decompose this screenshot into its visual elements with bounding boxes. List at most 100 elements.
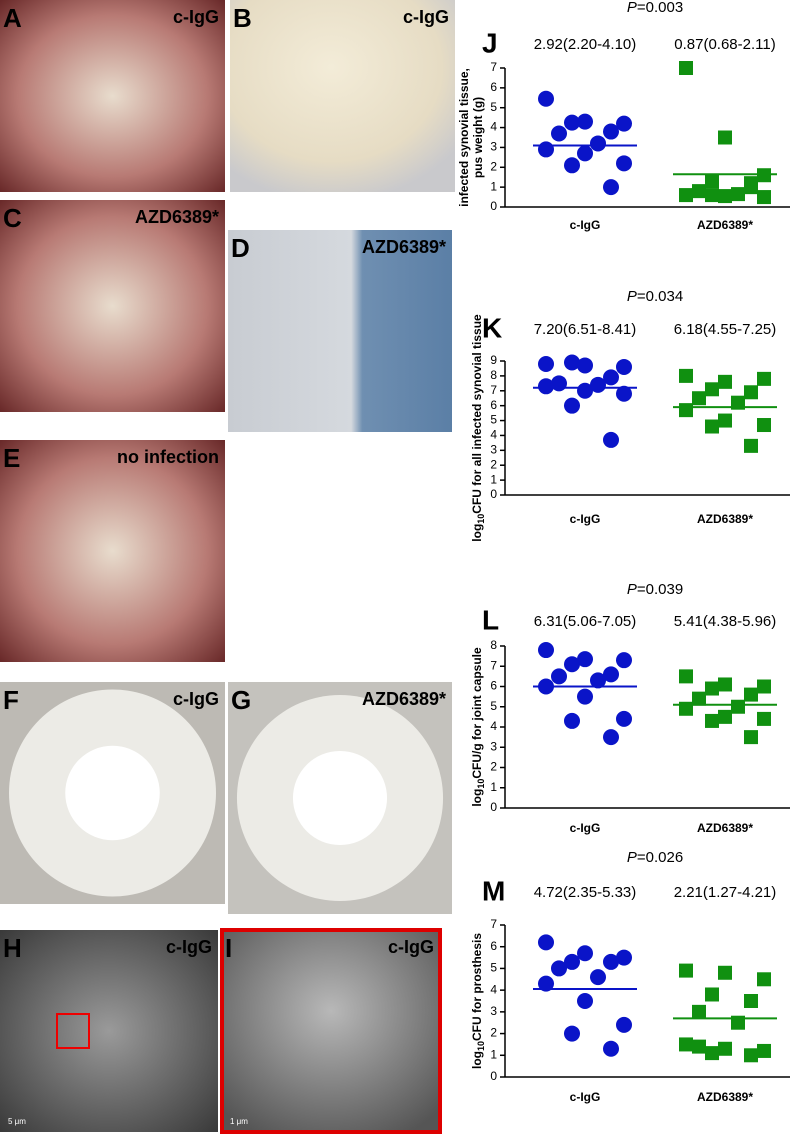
median-label: 0.87(0.68-2.11) — [674, 36, 775, 53]
point — [577, 688, 593, 705]
x-tick-label: c-IgG — [570, 218, 601, 232]
median-label: 2.21(1.27-4.21) — [674, 884, 777, 901]
y-tick-label: 1 — [490, 179, 497, 193]
y-tick-label: 4 — [490, 428, 497, 442]
panel-letter: B — [233, 3, 252, 33]
point — [705, 419, 719, 434]
y-label: log10CFU for prosthesis — [470, 933, 486, 1069]
y-tick-label: 3 — [490, 739, 497, 753]
median-label: 5.41(4.38-5.96) — [674, 613, 777, 630]
panel-caption: AZD6389* — [362, 689, 446, 709]
photo — [0, 440, 225, 662]
point — [564, 712, 580, 729]
p-italic: P — [627, 849, 637, 866]
y-tick-label: 4 — [490, 982, 497, 996]
panel-letter: A — [3, 3, 22, 33]
panel-letter: J — [482, 27, 498, 58]
p-italic: P — [627, 581, 637, 598]
point — [603, 369, 619, 386]
point — [616, 1016, 632, 1033]
median-label: 4.72(2.35-5.33) — [534, 884, 637, 901]
point — [757, 1043, 771, 1058]
point — [538, 934, 554, 951]
y-tick-label: 0 — [490, 1069, 497, 1083]
point — [731, 187, 745, 202]
point — [616, 652, 632, 669]
point — [603, 729, 619, 746]
point — [616, 949, 632, 966]
point — [757, 371, 771, 386]
point — [718, 374, 732, 389]
point — [551, 668, 567, 685]
point — [564, 397, 580, 414]
point — [718, 189, 732, 204]
point — [564, 953, 580, 970]
point — [718, 709, 732, 724]
y-label-pre: log — [470, 789, 484, 807]
y-tick-label: 7 — [490, 658, 497, 672]
panel-letter: G — [231, 685, 251, 715]
y-tick-label: 3 — [490, 443, 497, 457]
panel-letter: E — [3, 443, 20, 473]
point — [718, 130, 732, 145]
y-axis-label: log10CFU for all infected synovial tissu… — [470, 314, 486, 542]
y-tick-label: 6 — [490, 398, 497, 412]
point — [564, 1025, 580, 1042]
panel-letter: L — [482, 604, 499, 635]
point — [757, 972, 771, 987]
photo — [0, 200, 225, 412]
scale-bar-label: 1 μm — [230, 1117, 248, 1126]
point — [705, 713, 719, 728]
y-label-sub: 10 — [476, 514, 486, 524]
point — [616, 710, 632, 727]
p-rest: =0.026 — [637, 849, 683, 866]
p-value: P=0.026 — [627, 849, 683, 866]
panel-caption: c-IgG — [403, 7, 449, 27]
point — [603, 431, 619, 448]
point — [679, 188, 693, 203]
panel-letter: M — [482, 875, 505, 906]
point — [679, 963, 693, 978]
p-value: P=0.039 — [627, 581, 683, 598]
y-axis-label: infected synovial tissue, pus weight (g) — [457, 68, 485, 207]
y-label-line: pus weight (g) — [471, 97, 485, 178]
x-tick-label: AZD6389* — [697, 1090, 753, 1104]
photo — [228, 230, 452, 432]
point — [577, 651, 593, 668]
panel-caption: c-IgG — [173, 7, 219, 27]
y-label-post: CFU for prosthesis — [470, 933, 484, 1041]
y-tick-label: 0 — [490, 199, 497, 213]
p-value: P=0.034 — [627, 288, 683, 305]
y-tick-label: 5 — [490, 100, 497, 114]
point — [705, 188, 719, 203]
y-tick-label: 8 — [490, 368, 497, 382]
point — [692, 1004, 706, 1019]
point — [757, 418, 771, 433]
point — [603, 666, 619, 683]
point — [705, 1046, 719, 1061]
point — [538, 141, 554, 158]
point — [616, 155, 632, 172]
filter-hole — [65, 745, 160, 841]
y-tick-label: 5 — [490, 413, 497, 427]
panel-letter: D — [231, 233, 250, 263]
median-label: 7.20(6.51-8.41) — [534, 321, 637, 338]
x-tick-label: AZD6389* — [697, 821, 753, 835]
y-axis-label: log10CFU/g for joint capsule — [470, 647, 486, 807]
point — [603, 1040, 619, 1057]
y-tick-label: 1 — [490, 780, 497, 794]
point — [718, 677, 732, 692]
panel-caption: c-IgG — [166, 937, 212, 957]
panel-letter: H — [3, 933, 22, 963]
panel-letter: F — [3, 685, 19, 715]
y-label-sub: 10 — [476, 1041, 486, 1051]
panel-caption: AZD6389* — [135, 207, 219, 227]
y-tick-label: 0 — [490, 487, 497, 501]
photo — [0, 0, 225, 192]
y-tick-label: 2 — [490, 1026, 497, 1040]
point — [744, 730, 758, 745]
panel-caption: no infection — [117, 447, 219, 467]
point — [564, 157, 580, 174]
point — [757, 190, 771, 205]
y-tick-label: 0 — [490, 800, 497, 814]
